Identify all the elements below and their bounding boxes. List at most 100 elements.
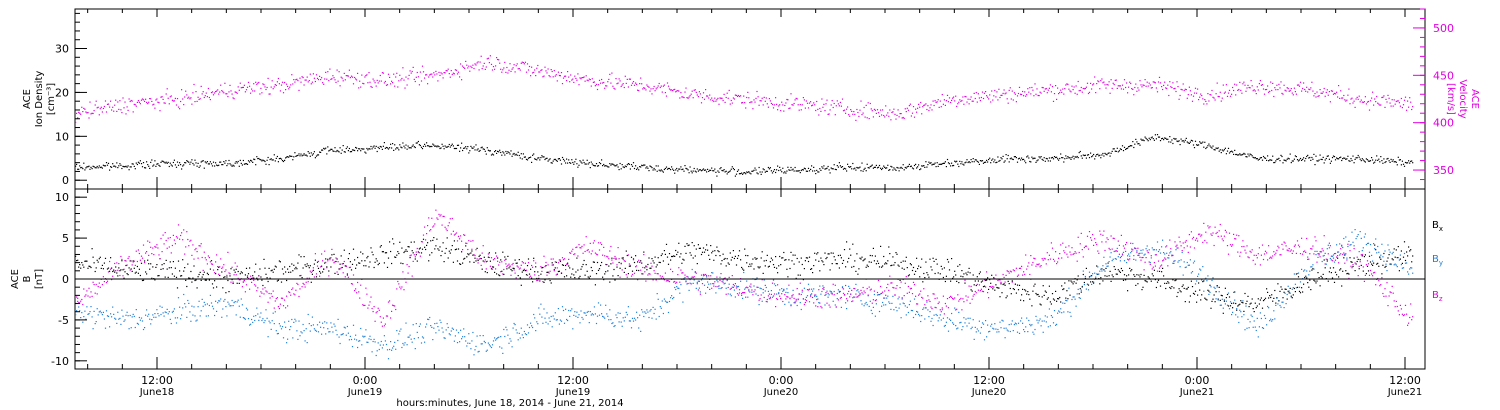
density-point	[145, 167, 147, 169]
By-point	[508, 342, 510, 344]
density-point	[220, 161, 222, 163]
velocity-point	[859, 109, 861, 111]
By-point	[966, 325, 968, 327]
By-point	[497, 337, 499, 339]
Bx-point	[936, 263, 938, 265]
density-point	[1322, 156, 1324, 158]
velocity-point	[593, 81, 595, 83]
velocity-point	[448, 73, 450, 75]
Bx-point	[1356, 260, 1358, 263]
Bx-point	[295, 266, 297, 268]
density-point	[586, 159, 588, 161]
velocity-point	[195, 91, 197, 93]
velocity-point	[532, 72, 534, 74]
Bx-point	[1260, 297, 1262, 299]
By-point	[640, 330, 642, 332]
Bx-point	[1228, 296, 1231, 298]
velocity-point	[1309, 89, 1311, 91]
velocity-point	[799, 104, 801, 106]
By-point	[895, 306, 897, 308]
Bx-point	[864, 258, 866, 260]
velocity-point	[1158, 76, 1161, 78]
velocity-point	[705, 89, 707, 91]
Bx-point	[859, 257, 861, 259]
velocity-point	[1406, 109, 1408, 111]
velocity-point	[334, 79, 336, 81]
density-point	[1261, 159, 1264, 161]
By-point	[284, 321, 286, 323]
velocity-point	[326, 78, 328, 80]
density-point	[986, 159, 988, 161]
By-point	[758, 304, 760, 306]
Bx-point	[1150, 280, 1152, 282]
density-point	[798, 170, 800, 172]
Bx-point	[517, 275, 519, 277]
By-point	[1020, 320, 1022, 322]
By-point	[740, 280, 742, 282]
velocity-point	[923, 104, 925, 106]
By-point	[1056, 323, 1058, 325]
By-point	[873, 293, 875, 296]
density-point	[806, 170, 809, 172]
By-point	[662, 312, 664, 315]
density-point	[288, 156, 290, 158]
By-point	[722, 279, 724, 281]
Bx-point	[490, 268, 493, 270]
density-point	[1276, 158, 1278, 160]
velocity-point	[1254, 90, 1256, 92]
velocity-point	[1146, 81, 1148, 83]
density-point	[959, 160, 961, 162]
Bx-point	[1005, 297, 1007, 299]
density-point	[688, 172, 690, 174]
velocity-point	[1109, 92, 1111, 94]
velocity-point	[659, 86, 661, 89]
By-point	[523, 330, 525, 333]
velocity-point	[1039, 91, 1041, 93]
density-point	[385, 146, 388, 149]
By-point	[560, 320, 563, 322]
By-point	[214, 314, 216, 317]
velocity-point	[587, 80, 589, 82]
density-point	[622, 166, 624, 168]
Bx-point	[762, 272, 764, 274]
velocity-point	[1137, 87, 1139, 89]
velocity-point	[666, 82, 669, 84]
velocity-point	[820, 110, 822, 112]
velocity-point	[913, 116, 916, 118]
density-point	[328, 150, 330, 152]
density-point	[878, 164, 881, 167]
Bx-point	[1192, 292, 1195, 294]
density-point	[128, 169, 130, 171]
density-point	[340, 152, 342, 154]
By-point	[695, 287, 697, 289]
density-point	[559, 159, 561, 161]
By-point	[1128, 253, 1130, 255]
velocity-point	[454, 69, 456, 71]
Bx-point	[115, 266, 117, 268]
density-point	[370, 145, 372, 148]
velocity-point	[411, 70, 413, 73]
velocity-point	[365, 75, 367, 77]
By-point	[670, 297, 672, 299]
velocity-point	[405, 76, 407, 78]
Bx-point	[652, 260, 654, 262]
density-point	[414, 146, 416, 149]
density-point	[433, 144, 435, 146]
velocity-point	[494, 68, 496, 70]
By-point	[620, 321, 622, 323]
density-point	[1410, 160, 1412, 162]
density-point	[404, 147, 406, 149]
velocity-point	[719, 97, 721, 99]
velocity-point	[783, 110, 785, 112]
density-point	[439, 147, 441, 150]
velocity-point	[566, 80, 568, 82]
density-point	[171, 165, 173, 167]
velocity-point	[679, 97, 681, 99]
velocity-point	[1270, 81, 1272, 83]
By-point	[421, 336, 424, 338]
velocity-point	[610, 82, 612, 84]
density-point	[147, 164, 149, 166]
Bx-point	[334, 272, 336, 274]
density-point	[1205, 147, 1207, 150]
Bx-point	[1028, 294, 1030, 296]
